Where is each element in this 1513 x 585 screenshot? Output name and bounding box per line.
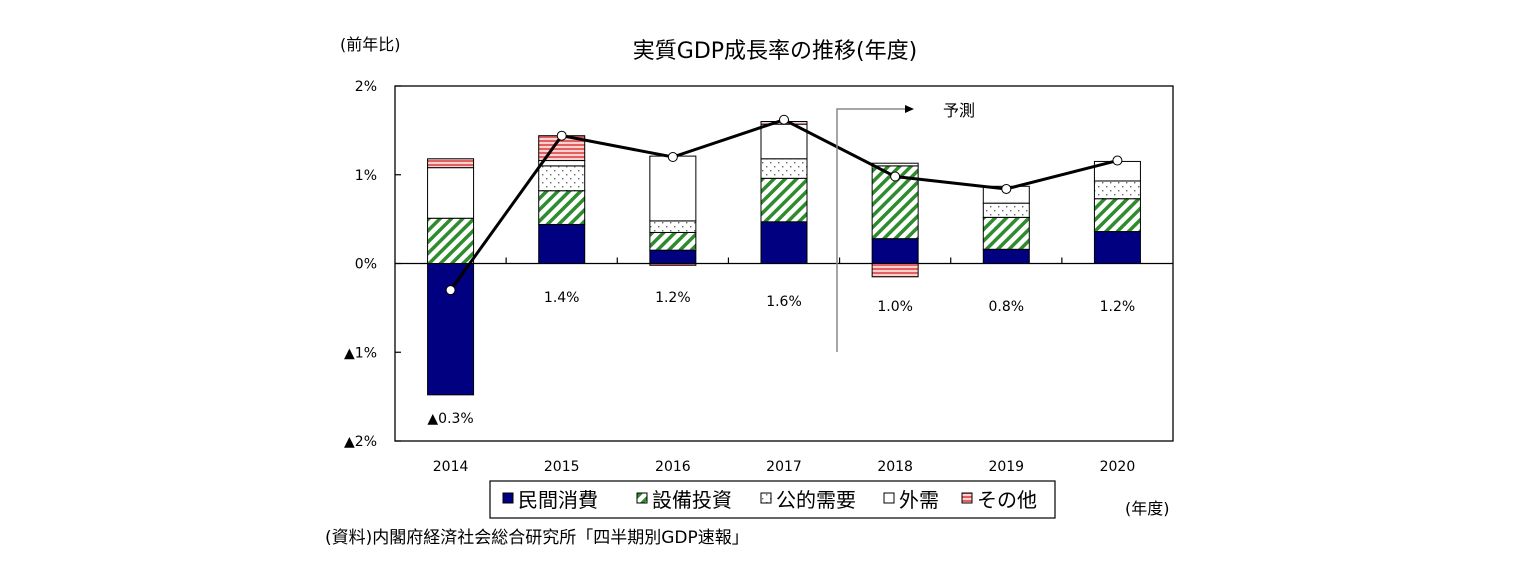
bar-segment-diagonal	[649, 231, 697, 251]
bar-segment-solid	[760, 221, 808, 265]
y-tick-label: ▲2%	[344, 434, 377, 450]
gdp-line	[445, 114, 1123, 296]
bar-segment-dots	[538, 165, 586, 192]
y-tick-label: 0%	[355, 257, 377, 273]
x-tick-label: 2020	[1100, 459, 1136, 475]
bar-segment-horizontal	[871, 263, 919, 278]
legend-label: 外需	[899, 488, 939, 512]
data-label: ▲0.3%	[427, 411, 473, 427]
gdp-growth-point	[1112, 155, 1123, 166]
gdp-growth-point	[779, 114, 789, 125]
x-tick-label: 2015	[544, 459, 580, 475]
bar-segment-solid	[1093, 231, 1141, 265]
data-label: 1.6%	[766, 294, 802, 310]
forecast-arrow-icon	[905, 105, 914, 113]
legend-label: 公的需要	[776, 488, 856, 512]
forecast-label: 予測	[943, 101, 975, 120]
bar-segment-dots	[760, 158, 808, 179]
bar-segment-white	[649, 155, 697, 222]
gdp-growth-point	[890, 171, 901, 182]
legend-box	[489, 480, 1056, 519]
gdp-growth-point	[667, 152, 678, 162]
bar-segment-solid	[538, 223, 586, 264]
bar-segment-white	[871, 162, 919, 167]
bar-segment-solid	[427, 263, 475, 396]
data-labels: ▲0.3% 1.4% 1.2% 1.6% 1.0% 0.8% 1.2%	[427, 290, 1135, 427]
legend-label: その他	[977, 488, 1037, 512]
bar-segment-diagonal	[1093, 198, 1141, 233]
stacked-bars	[427, 121, 1141, 396]
x-tick-label: 2017	[766, 459, 802, 475]
source-note: (資料)内閣府経済社会総合研究所「四半期別GDP速報」	[325, 528, 749, 548]
legend-swatch-solid	[502, 492, 514, 504]
legend-swatch-horizontal	[961, 492, 973, 504]
forecast-divider	[836, 108, 905, 352]
y-tick-label: 2%	[355, 79, 377, 95]
bar-segment-solid	[649, 249, 697, 264]
bar-segment-dots	[649, 220, 697, 233]
bar-segment-diagonal	[760, 177, 808, 223]
forecast-marker: 予測	[836, 101, 975, 352]
legend-swatch-dots	[760, 492, 772, 504]
legend: 民間消費 設備投資 公的需要 外需 その他	[489, 480, 1056, 519]
data-label: 1.2%	[1100, 299, 1136, 315]
x-tick-label: 2019	[988, 459, 1024, 475]
legend-label: 設備投資	[652, 488, 732, 512]
legend-label: 民間消費	[518, 488, 598, 512]
legend-swatch-white	[883, 492, 895, 504]
y-tick-labels: 2% 1% 0% ▲1% ▲2%	[344, 79, 377, 450]
bar-segment-white	[427, 167, 475, 219]
legend-swatch-diagonal	[636, 492, 648, 504]
bar-segment-diagonal	[982, 216, 1030, 250]
x-tick-label: 2016	[655, 459, 691, 475]
bar-segment-dots	[982, 202, 1030, 218]
x-tick-label: 2014	[433, 459, 469, 475]
bar-segment-diagonal	[538, 190, 586, 225]
x-axis-unit-label: (年度)	[1125, 499, 1170, 518]
y-axis-unit-label: (前年比)	[340, 35, 401, 54]
bar-segment-solid	[982, 248, 1030, 265]
bar-segment-solid	[871, 238, 919, 264]
x-tick-label: 2018	[877, 459, 913, 475]
gdp-growth-point	[445, 285, 456, 296]
data-label: 0.8%	[988, 299, 1024, 315]
data-label: 1.4%	[544, 290, 580, 306]
gdp-growth-point	[556, 130, 567, 141]
data-label: 1.2%	[655, 290, 691, 306]
x-tick-labels: 2014 2015 2016 2017 2018 2019 2020	[433, 459, 1135, 475]
bar-segment-dots	[1093, 180, 1141, 200]
gdp-growth-point	[1001, 183, 1012, 194]
bar-segment-diagonal	[427, 217, 475, 265]
bar-segment-white	[538, 160, 586, 167]
bar-segment-horizontal	[649, 263, 697, 266]
chart-title: 実質GDP成長率の推移(年度)	[633, 39, 917, 64]
data-label: 1.0%	[877, 299, 913, 315]
y-tick-label: ▲1%	[344, 345, 377, 361]
bar-segment-horizontal	[427, 158, 475, 169]
y-tick-label: 1%	[355, 168, 377, 184]
